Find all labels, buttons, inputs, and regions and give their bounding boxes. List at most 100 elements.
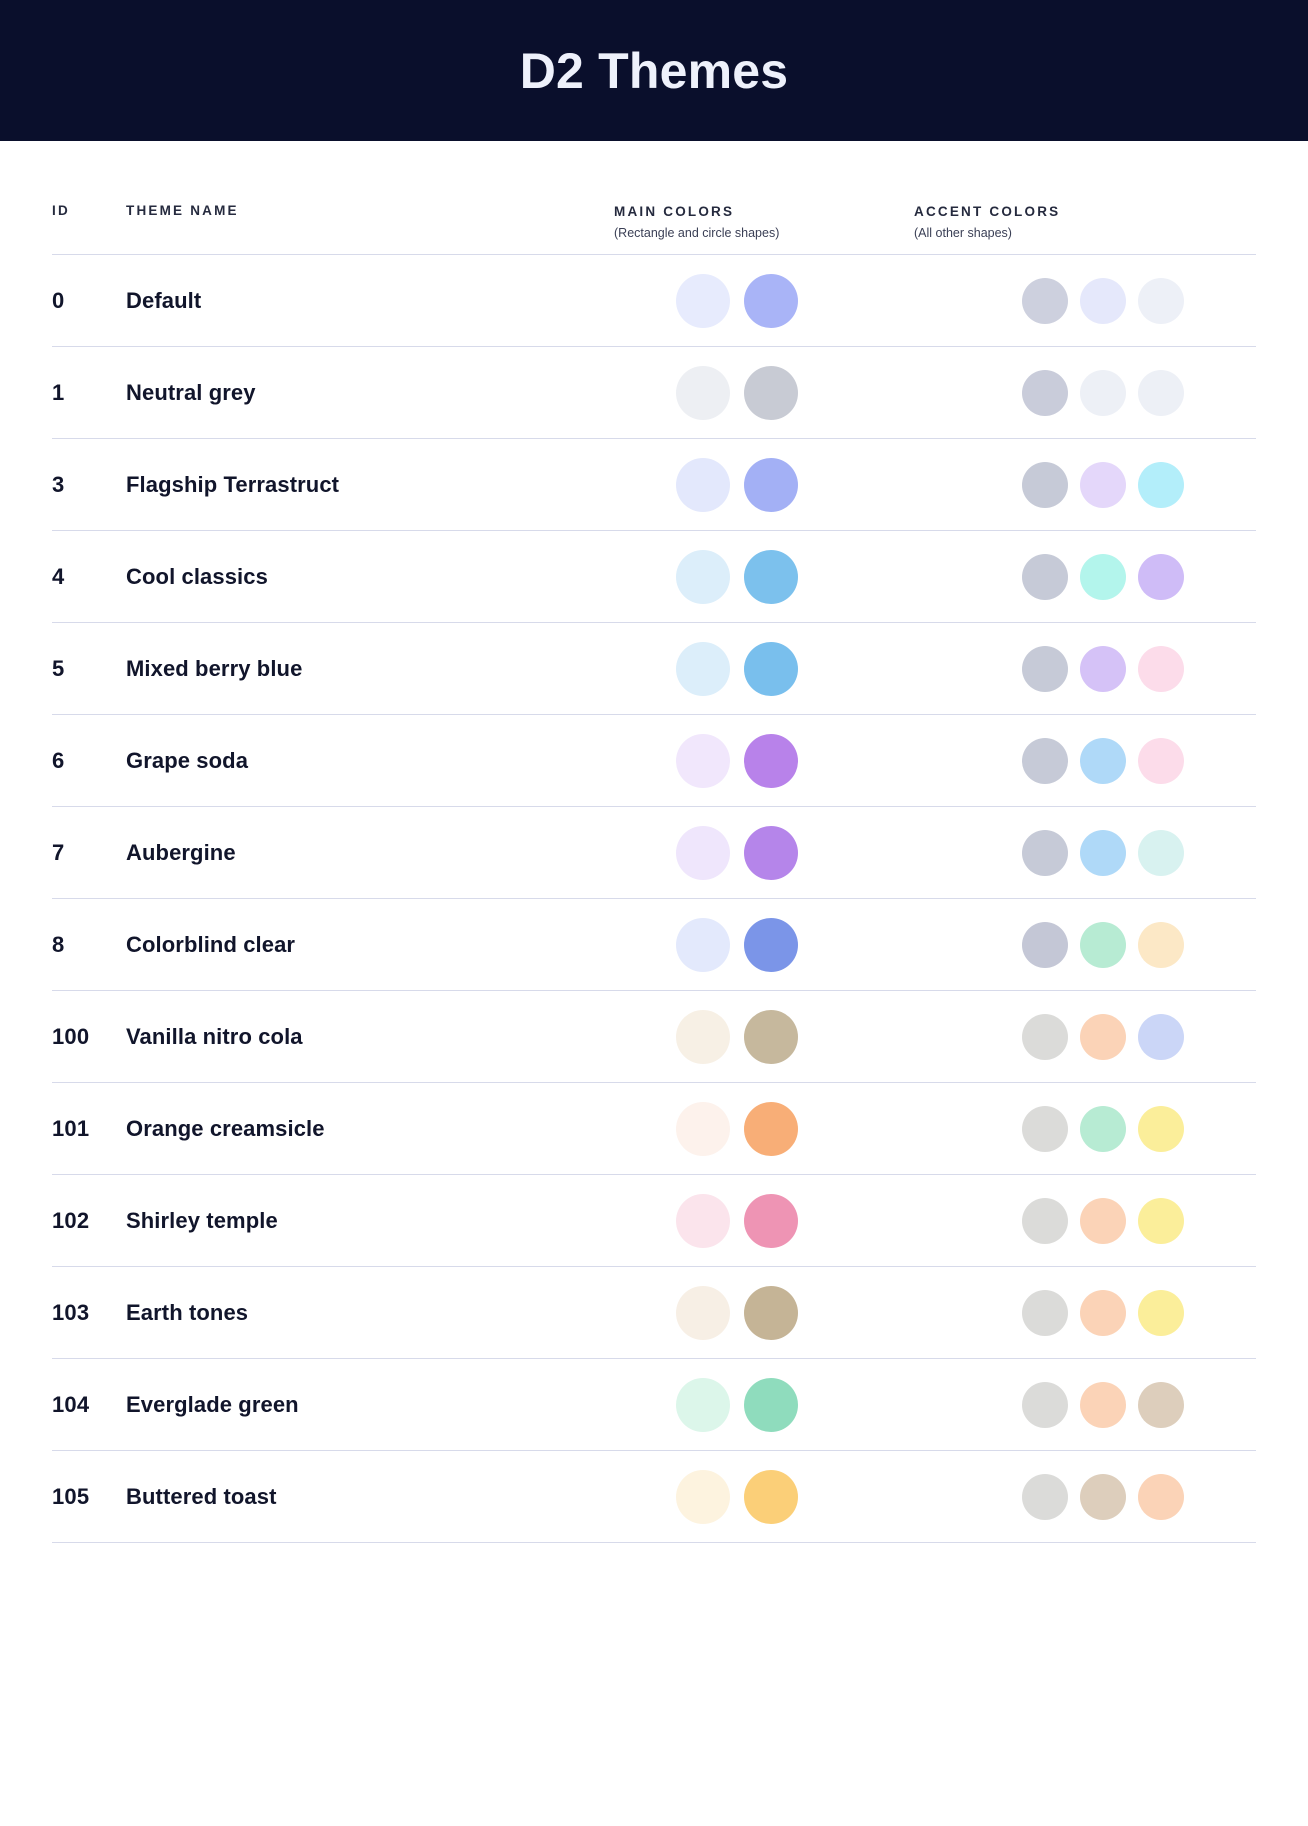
- accent-color-swatch: [1138, 1105, 1184, 1152]
- theme-name: Vanilla nitro cola: [126, 1023, 303, 1049]
- accent-color-swatch: [1022, 645, 1068, 692]
- theme-name: Colorblind clear: [126, 931, 296, 957]
- accent-color-swatch: [1138, 553, 1184, 600]
- accent-color-swatches: [914, 645, 1256, 692]
- main-colors-cell: [614, 917, 914, 972]
- accent-colors-cell: [914, 737, 1256, 784]
- theme-name: Shirley temple: [126, 1207, 278, 1233]
- main-color-swatches: [614, 917, 914, 972]
- main-color-swatches: [614, 733, 914, 788]
- main-color-swatch: [744, 457, 798, 512]
- accent-color-swatch: [1080, 1473, 1126, 1520]
- theme-name: Cool classics: [126, 563, 268, 589]
- accent-colors-cell: [914, 1197, 1256, 1244]
- accent-color-swatch: [1138, 1473, 1184, 1520]
- accent-color-swatch: [1022, 369, 1068, 416]
- column-header-theme-name: THEME NAME: [126, 203, 239, 218]
- table-row: 102 Shirley temple: [52, 1175, 1256, 1267]
- accent-color-swatches: [914, 277, 1256, 324]
- accent-colors-cell: [914, 829, 1256, 876]
- main-colors-cell: [614, 1285, 914, 1340]
- accent-color-swatch: [1080, 369, 1126, 416]
- main-color-swatches: [614, 1469, 914, 1524]
- accent-color-swatch: [1022, 553, 1068, 600]
- table-row: 101 Orange creamsicle: [52, 1083, 1256, 1175]
- accent-color-swatch: [1080, 1289, 1126, 1336]
- main-color-swatch: [744, 825, 798, 880]
- main-colors-cell: [614, 549, 914, 604]
- theme-id: 101: [52, 1115, 90, 1141]
- theme-name: Aubergine: [126, 839, 236, 865]
- main-color-swatches: [614, 273, 914, 328]
- theme-name: Earth tones: [126, 1299, 249, 1325]
- accent-color-swatches: [914, 921, 1256, 968]
- accent-colors-cell: [914, 553, 1256, 600]
- accent-color-swatch: [1080, 921, 1126, 968]
- page-title: D2 Themes: [519, 42, 789, 99]
- main-color-swatch: [744, 1101, 798, 1156]
- main-color-swatch: [676, 917, 730, 972]
- accent-color-swatch: [1138, 369, 1184, 416]
- accent-color-swatch: [1022, 1473, 1068, 1520]
- main-color-swatches: [614, 1285, 914, 1340]
- accent-color-swatch: [1080, 1105, 1126, 1152]
- accent-colors-cell: [914, 1473, 1256, 1520]
- main-color-swatch: [676, 1377, 730, 1432]
- theme-name: Mixed berry blue: [126, 655, 303, 681]
- main-color-swatch: [676, 641, 730, 696]
- accent-color-swatches: [914, 1381, 1256, 1428]
- accent-color-swatch: [1080, 645, 1126, 692]
- accent-color-swatch: [1138, 921, 1184, 968]
- theme-id: 100: [52, 1023, 90, 1049]
- theme-id: 3: [52, 471, 65, 497]
- table-header-row: ID THEME NAME MAIN COLORS (Rectangle and…: [52, 141, 1256, 255]
- accent-color-swatch: [1080, 461, 1126, 508]
- main-color-swatch: [676, 1009, 730, 1064]
- main-color-swatch: [676, 549, 730, 604]
- accent-color-swatch: [1022, 737, 1068, 784]
- accent-color-swatches: [914, 737, 1256, 784]
- main-color-swatch: [676, 825, 730, 880]
- accent-color-swatch: [1080, 1197, 1126, 1244]
- accent-colors-cell: [914, 277, 1256, 324]
- theme-name: Flagship Terrastruct: [126, 471, 340, 497]
- theme-id: 8: [52, 931, 65, 957]
- theme-id: 102: [52, 1207, 90, 1233]
- themes-table: ID THEME NAME MAIN COLORS (Rectangle and…: [0, 141, 1308, 1543]
- table-row: 8 Colorblind clear: [52, 899, 1256, 991]
- accent-colors-cell: [914, 1381, 1256, 1428]
- main-color-swatch: [744, 1469, 798, 1524]
- accent-color-swatches: [914, 553, 1256, 600]
- accent-color-swatch: [1022, 921, 1068, 968]
- accent-color-swatches: [914, 1105, 1256, 1152]
- main-color-swatches: [614, 1377, 914, 1432]
- main-colors-cell: [614, 457, 914, 512]
- theme-name: Grape soda: [126, 747, 249, 773]
- main-color-swatch: [676, 365, 730, 420]
- main-color-swatch: [676, 457, 730, 512]
- main-color-swatches: [614, 1009, 914, 1064]
- accent-color-swatches: [914, 829, 1256, 876]
- main-colors-cell: [614, 1469, 914, 1524]
- accent-color-swatches: [914, 369, 1256, 416]
- table-row: 7 Aubergine: [52, 807, 1256, 899]
- main-color-swatch: [676, 1193, 730, 1248]
- accent-colors-cell: [914, 1105, 1256, 1152]
- accent-color-swatch: [1022, 461, 1068, 508]
- accent-color-swatches: [914, 1013, 1256, 1060]
- accent-color-swatch: [1022, 1013, 1068, 1060]
- main-colors-cell: [614, 273, 914, 328]
- accent-color-swatch: [1022, 1381, 1068, 1428]
- theme-name: Orange creamsicle: [126, 1115, 325, 1141]
- main-color-swatch: [744, 1193, 798, 1248]
- accent-colors-cell: [914, 461, 1256, 508]
- main-color-swatches: [614, 1193, 914, 1248]
- theme-id: 103: [52, 1299, 90, 1325]
- accent-color-swatch: [1080, 1013, 1126, 1060]
- accent-color-swatch: [1080, 553, 1126, 600]
- accent-color-swatch: [1080, 829, 1126, 876]
- column-header-accent-colors-label: ACCENT COLORS: [914, 204, 1061, 219]
- main-colors-cell: [614, 641, 914, 696]
- main-color-swatch: [744, 641, 798, 696]
